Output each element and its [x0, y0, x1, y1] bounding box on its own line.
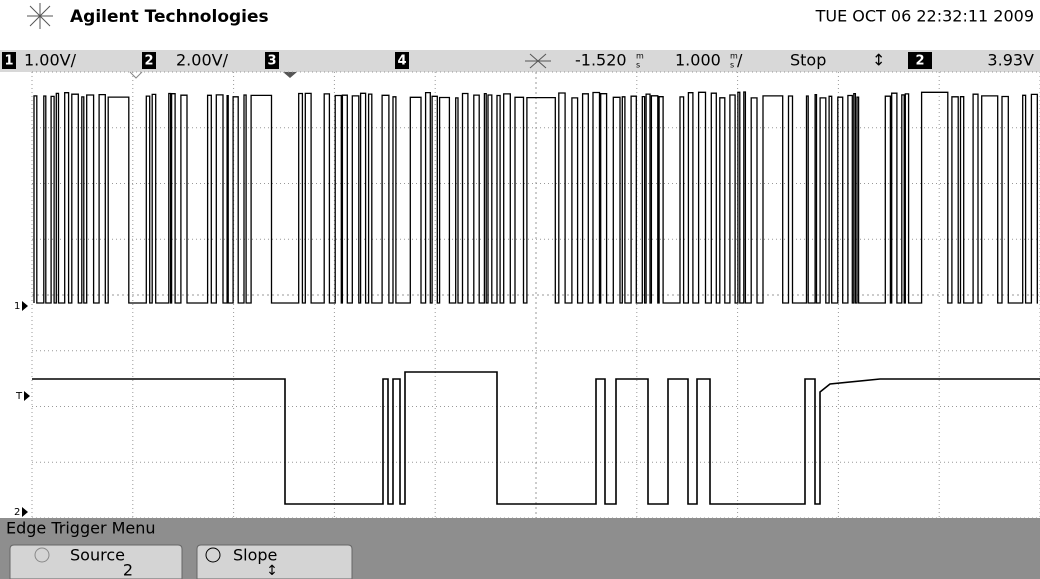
ch2-arrow: [22, 507, 28, 517]
ch3-num: 3: [267, 54, 276, 69]
timebase-suffix: /: [737, 51, 743, 70]
slope-label: Slope: [233, 546, 277, 565]
timebase-unit-bottom: s: [730, 61, 734, 70]
trigger-level: 3.93V: [987, 51, 1034, 70]
ch1-arrow: [22, 301, 28, 311]
ch2-marker-top: [130, 72, 142, 78]
logo: [27, 3, 53, 29]
ch2-scale: 2.00V/: [176, 51, 229, 70]
slope-button[interactable]: Slope ↕: [197, 545, 352, 579]
page: Agilent Technologies TUE OCT 06 22:32:11…: [0, 0, 1040, 579]
ch1-scale: 1.00V/: [24, 51, 77, 70]
run-state: Stop: [790, 51, 826, 70]
trigger-marker-top: [283, 72, 297, 78]
delay-unit-bottom: s: [636, 61, 640, 70]
graticule: [32, 72, 1040, 518]
scope-screen: Agilent Technologies TUE OCT 06 22:32:11…: [0, 0, 1040, 579]
ch2-num: 2: [144, 54, 153, 69]
ch1-marker: 1: [14, 301, 20, 312]
trigger-source: 2: [915, 54, 924, 69]
delay: -1.520: [575, 51, 627, 70]
delay-unit-top: m: [636, 52, 644, 61]
trigger-symbol: ↕: [872, 51, 885, 70]
ch2-marker: 2: [14, 507, 20, 518]
slope-value: ↕: [266, 563, 278, 579]
menu-title: Edge Trigger Menu: [6, 519, 156, 538]
ch4-num: 4: [397, 54, 406, 69]
ch1-num: 1: [4, 54, 13, 69]
trigger-arrow: [24, 391, 30, 401]
trigger-marker: T: [15, 391, 23, 402]
timebase: 1.000: [675, 51, 721, 70]
source-label: Source: [70, 546, 125, 565]
datetime: TUE OCT 06 22:32:11 2009: [815, 7, 1034, 26]
source-value: 2: [123, 561, 133, 579]
brand: Agilent Technologies: [70, 7, 269, 27]
source-button[interactable]: Source 2: [10, 545, 182, 579]
